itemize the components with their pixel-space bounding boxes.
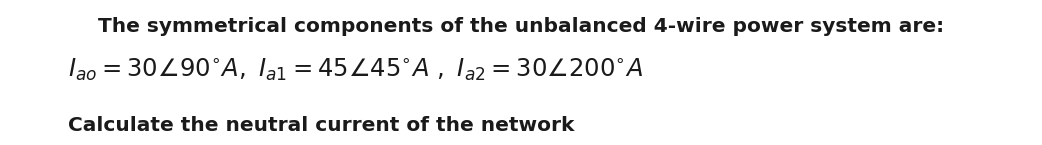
Text: The symmetrical components of the unbalanced 4-wire power system are:: The symmetrical components of the unbala…	[98, 17, 944, 36]
Text: Calculate the neutral current of the network: Calculate the neutral current of the net…	[68, 116, 574, 135]
Text: $\mathit{I}_{ao} = 30\angle90^{\circ}\mathit{A},\ \mathit{I}_{a1} = 45\angle45^{: $\mathit{I}_{ao} = 30\angle90^{\circ}\ma…	[68, 56, 643, 83]
